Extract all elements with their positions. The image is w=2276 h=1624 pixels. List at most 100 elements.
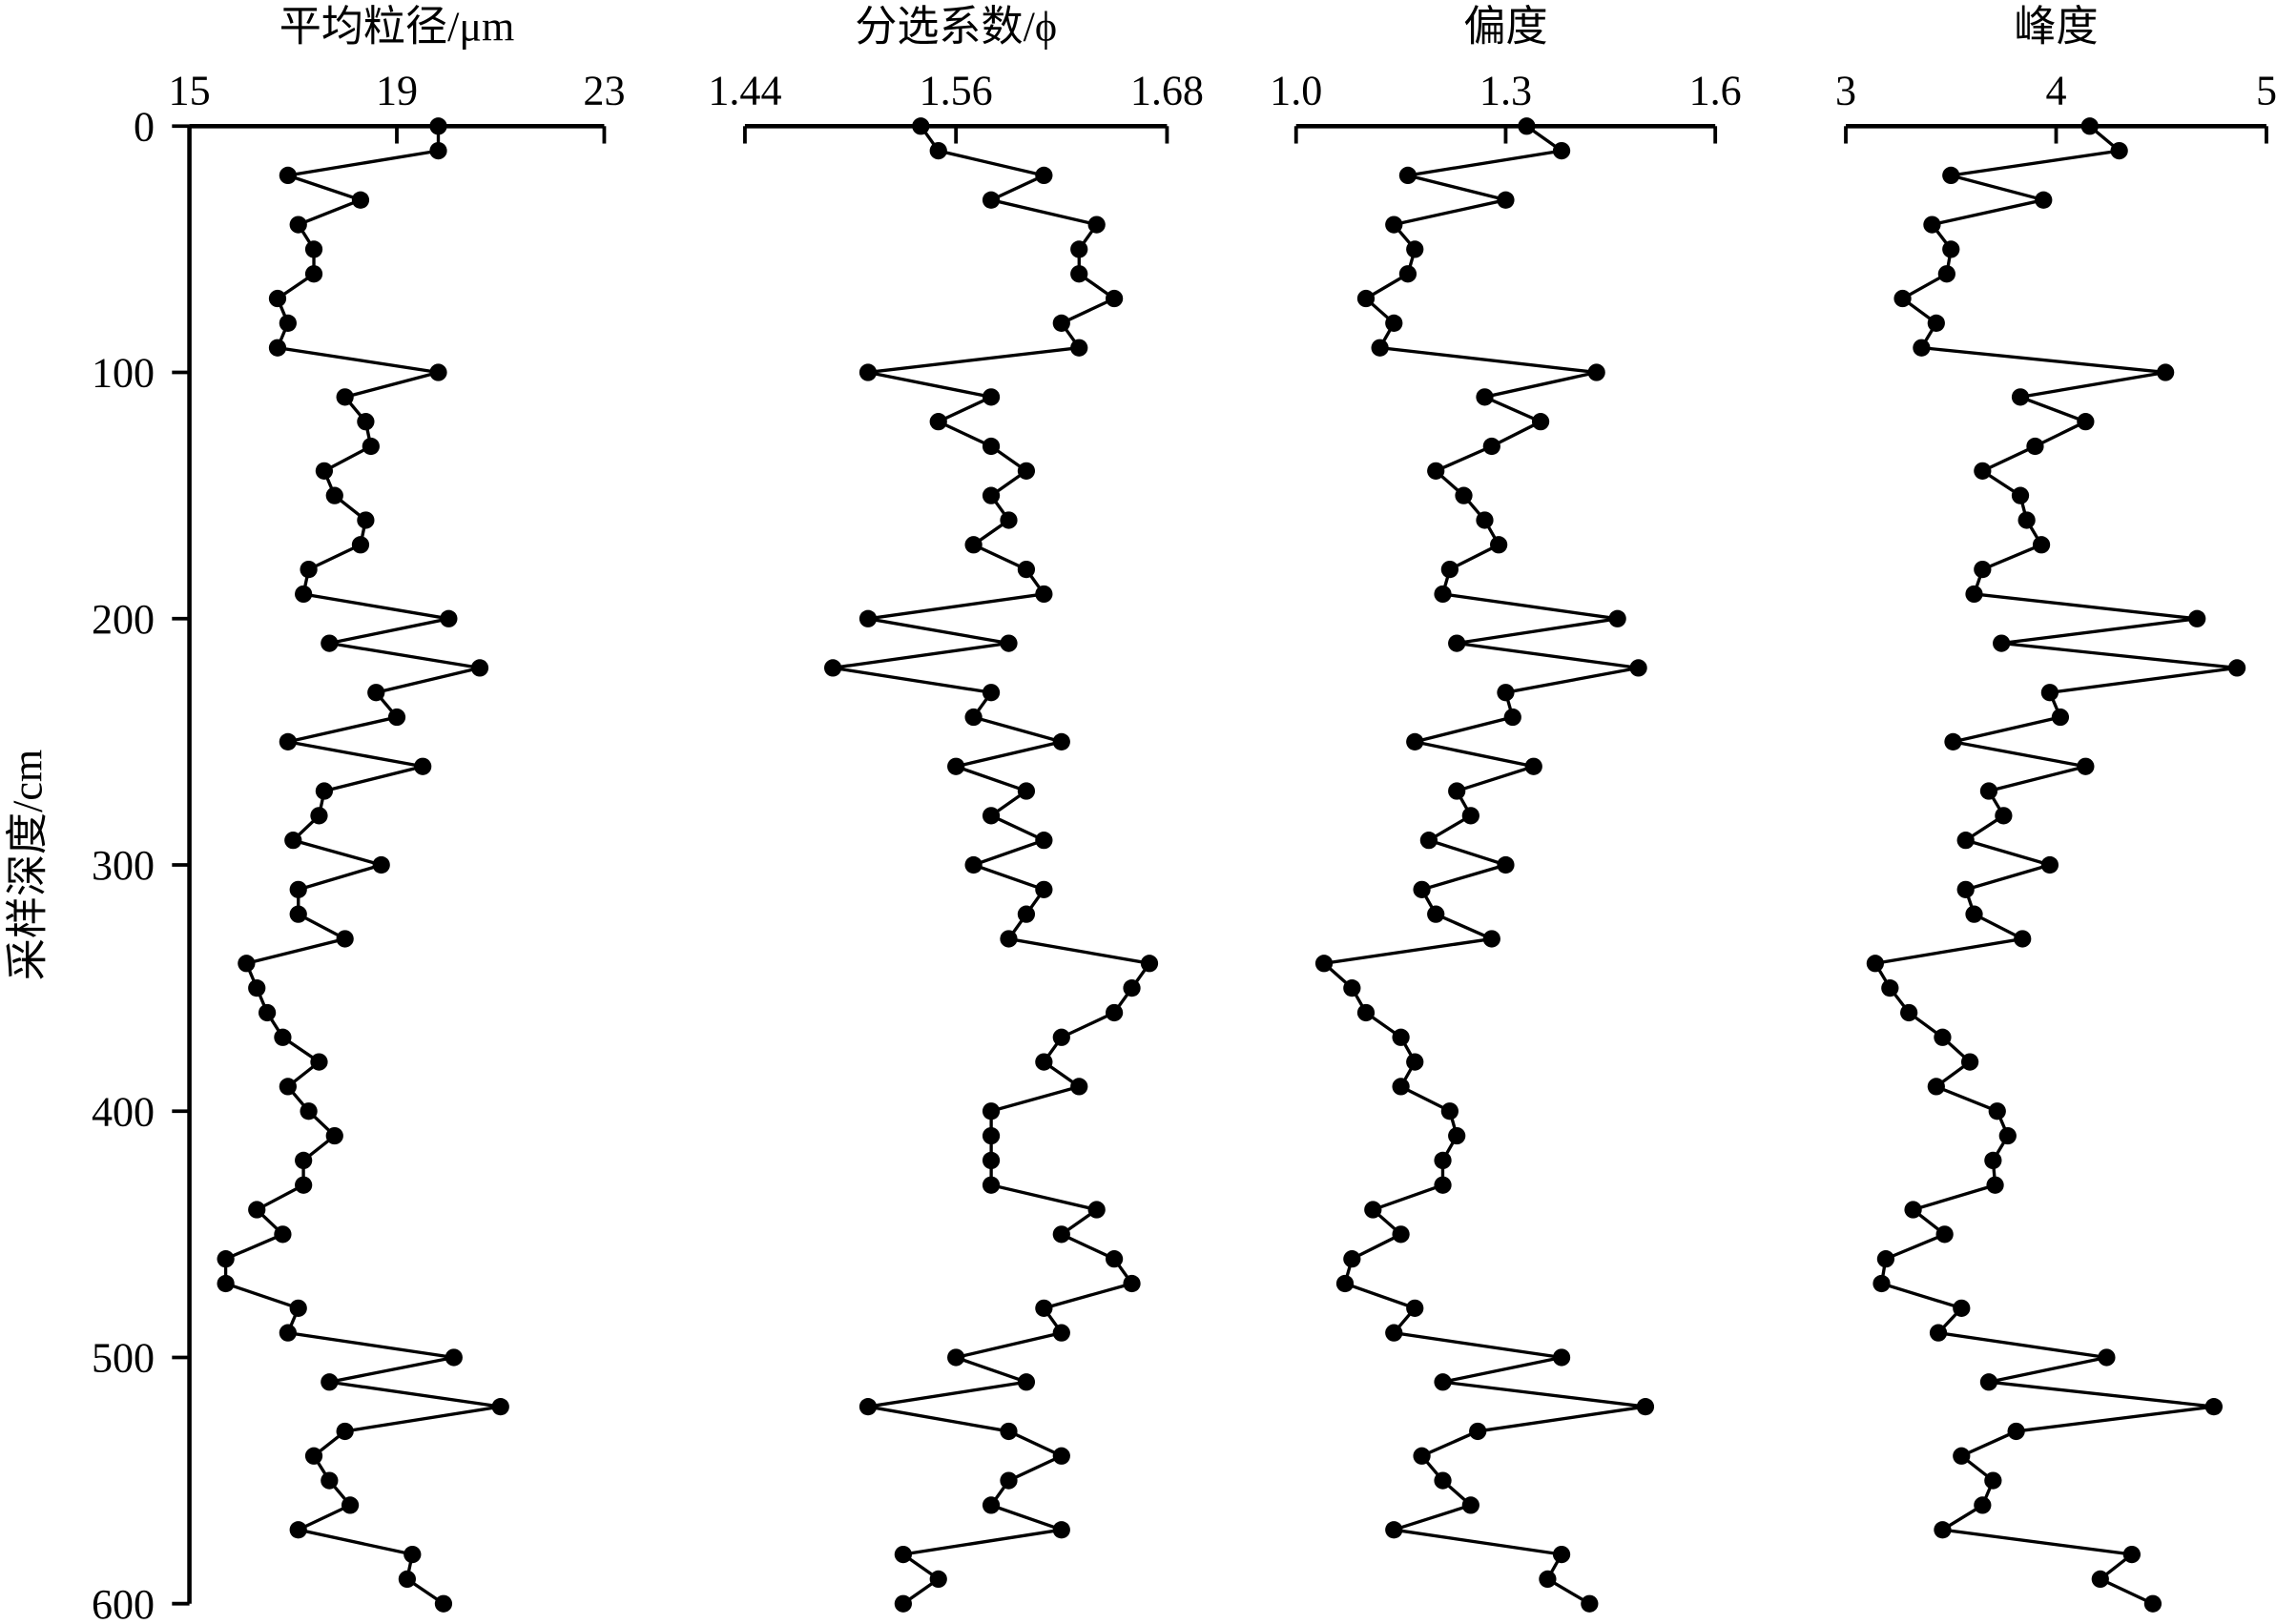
data-point [964,855,983,874]
data-point [2077,757,2095,775]
data-point [279,1078,297,1096]
data-point [1998,1126,2017,1145]
data-point [1469,1422,1487,1441]
y-tick-label: 300 [92,842,155,889]
data-point [1385,1521,1403,1539]
data-point [1392,1078,1410,1096]
data-point [398,1570,417,1589]
data-point [440,609,458,627]
data-point [1398,265,1417,283]
data-point [1000,634,1018,652]
data-point [1000,930,1018,948]
data-point [1434,1151,1452,1170]
data-point [1497,684,1515,702]
data-point [1035,166,1053,185]
data-point [1531,413,1550,431]
data-point [325,486,343,504]
data-point [1461,807,1479,825]
y-tick-label: 100 [92,350,155,397]
y-tick-label: 500 [92,1335,155,1382]
data-point [1988,1102,2006,1120]
data-point [1385,216,1403,234]
x-tick-label: 1.68 [1130,67,1204,113]
data-point [2017,511,2036,529]
data-point [217,1274,235,1293]
data-point [1960,1053,1979,1071]
y-tick-label: 0 [134,103,155,150]
data-point [1497,191,1515,209]
data-point [1000,1471,1018,1490]
data-point [1052,732,1070,751]
data-point [1343,1250,1361,1268]
data-point [1935,1225,1954,1244]
data-point [304,1447,323,1465]
data-point [1482,437,1500,456]
data-point [1035,880,1053,898]
data-point [964,536,983,554]
data-point [1986,1176,2004,1194]
data-point [912,117,930,135]
data-point [321,634,339,652]
data-point [362,437,380,456]
data-point [1876,1250,1895,1268]
data-point [289,216,307,234]
x-tick-label: 1.44 [708,67,781,113]
data-point [1979,1373,1998,1391]
data-point [1385,1324,1403,1342]
data-point [491,1397,509,1416]
data-point [1581,1594,1599,1613]
data-point [2051,708,2070,727]
data-point [238,955,256,973]
data-point [357,511,375,529]
data-point [1052,1521,1070,1539]
data-point [1427,905,1445,923]
data-point [982,437,1001,456]
data-point [1123,978,1141,997]
data-point [1956,832,1975,850]
data-point [268,289,287,308]
data-point [429,141,447,160]
data-point [2122,1545,2141,1564]
data-point [217,1250,235,1268]
data-point [279,314,297,332]
data-point [341,1496,360,1514]
data-point [2035,191,2053,209]
data-point [268,339,287,357]
data-point [2032,536,2051,554]
data-point [1434,1176,1452,1194]
data-point [336,930,354,948]
data-point [1070,265,1088,283]
data-point [1476,388,1494,406]
y-tick-label: 600 [92,1581,155,1624]
data-point [2014,930,2032,948]
data-point [1000,1422,1018,1441]
data-point [1524,757,1542,775]
data-point [1904,1201,1922,1219]
data-point [2007,1422,2025,1441]
data-point [2143,1594,2162,1613]
x-tick-label: 19 [376,67,418,113]
x-tick-label: 1.3 [1479,67,1532,113]
data-point [248,978,266,997]
data-point [258,1003,277,1022]
data-point [1105,1003,1124,1022]
data-point [823,659,842,677]
data-point [1017,1373,1036,1391]
data-point [894,1545,912,1564]
data-point [1934,1028,1952,1046]
y-tick-label: 200 [92,596,155,643]
data-point [1017,782,1036,800]
data-point [1314,955,1334,973]
data-point [1356,289,1376,308]
data-point [1398,166,1417,185]
data-point [434,1594,453,1613]
data-point [2011,486,2030,504]
data-point [1942,240,1960,258]
data-point [1087,216,1106,234]
data-point [1974,560,1992,579]
data-point [1518,117,1536,135]
data-point [1956,880,1975,898]
data-point [1927,1078,1945,1096]
data-point [1984,1471,2002,1490]
